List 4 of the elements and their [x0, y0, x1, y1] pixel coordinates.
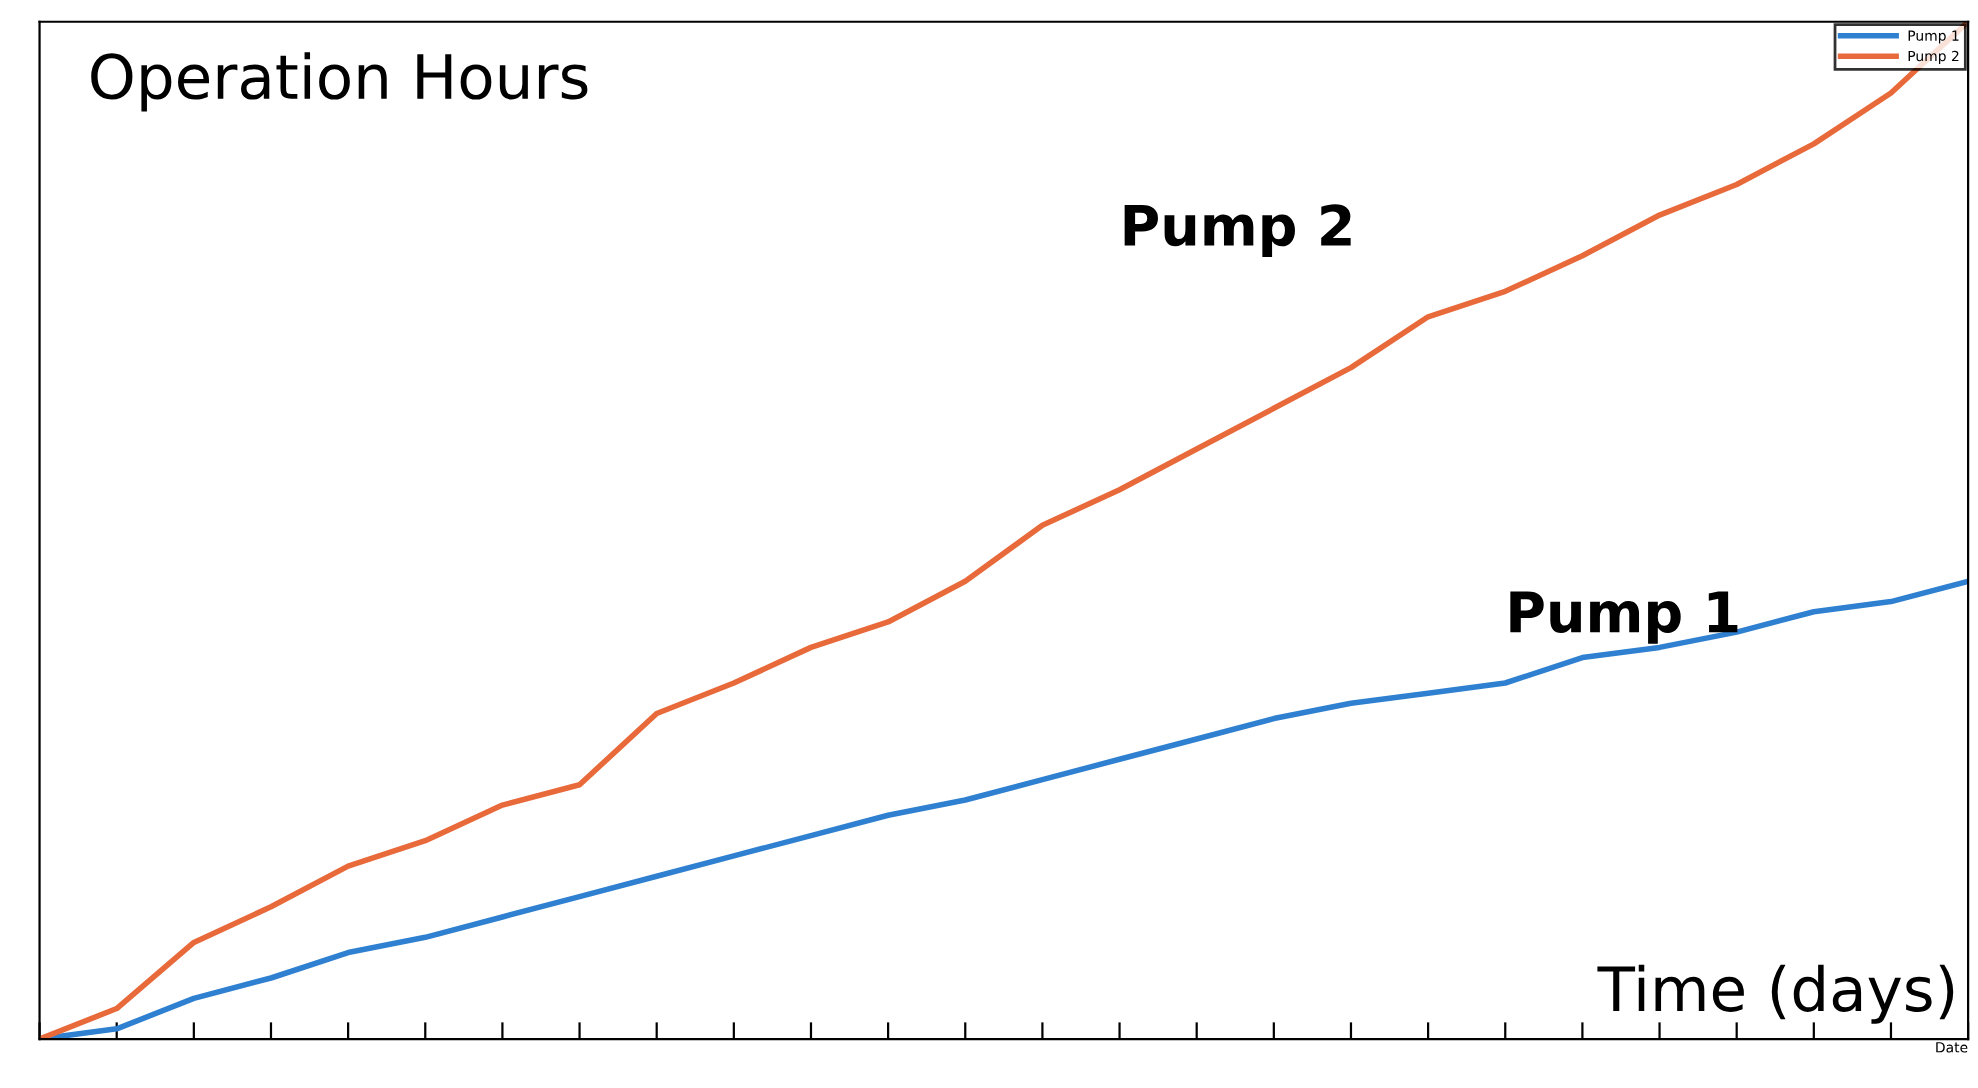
text: Pump 1	[1510, 591, 1738, 644]
text: Pump 2	[1124, 204, 1351, 258]
annotation: Operation Hours	[91, 52, 588, 112]
annotation: Time (days)	[1597, 964, 1954, 1024]
